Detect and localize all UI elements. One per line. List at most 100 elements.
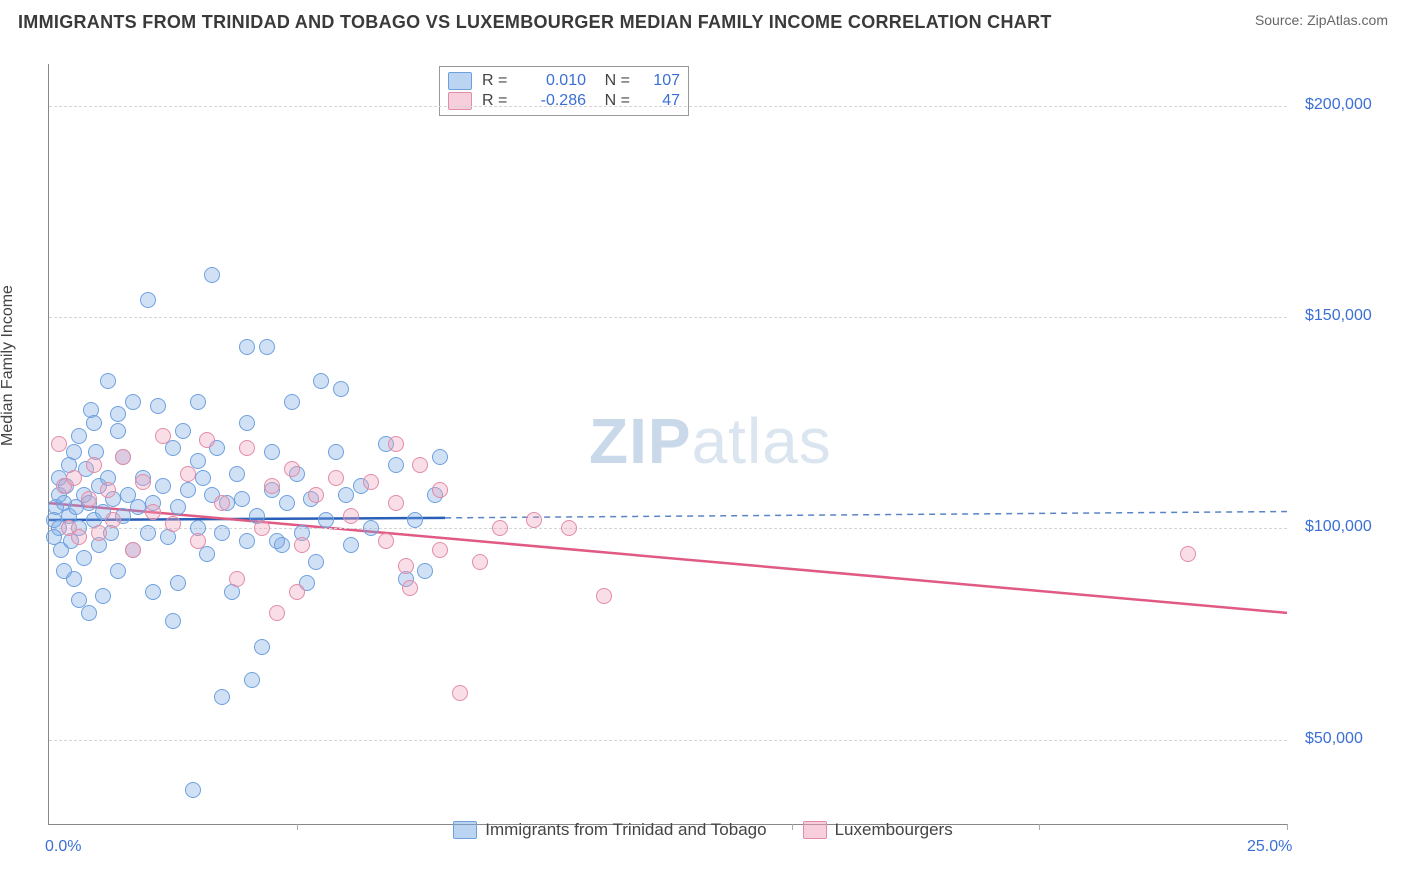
data-point	[239, 533, 255, 549]
data-point	[1180, 546, 1196, 562]
corr-r-value: 0.010	[522, 72, 586, 90]
data-point	[100, 373, 116, 389]
data-point	[402, 580, 418, 596]
corr-r-value: -0.286	[522, 92, 586, 110]
data-point	[180, 466, 196, 482]
data-point	[264, 444, 280, 460]
data-point	[472, 554, 488, 570]
data-point	[66, 571, 82, 587]
data-point	[71, 428, 87, 444]
data-point	[105, 512, 121, 528]
legend-swatch-blue	[453, 821, 477, 839]
data-point	[289, 584, 305, 600]
data-point	[199, 546, 215, 562]
data-point	[294, 537, 310, 553]
data-point	[378, 533, 394, 549]
data-point	[388, 457, 404, 473]
legend-label: Immigrants from Trinidad and Tobago	[485, 820, 766, 840]
data-point	[86, 415, 102, 431]
data-point	[284, 394, 300, 410]
data-point	[185, 782, 201, 798]
legend-item-trinidad: Immigrants from Trinidad and Tobago	[453, 820, 766, 840]
data-point	[115, 449, 131, 465]
data-point	[100, 482, 116, 498]
data-point	[279, 495, 295, 511]
data-point	[229, 466, 245, 482]
chart-container: Median Family Income ZIPatlas R =0.010N …	[0, 46, 1406, 846]
corr-n-value: 47	[640, 92, 680, 110]
data-point	[269, 533, 285, 549]
data-point	[204, 267, 220, 283]
data-point	[492, 520, 508, 536]
data-point	[110, 423, 126, 439]
data-point	[180, 482, 196, 498]
data-point	[145, 584, 161, 600]
data-point	[343, 537, 359, 553]
data-point	[328, 470, 344, 486]
data-point	[343, 508, 359, 524]
data-point	[51, 436, 67, 452]
data-point	[596, 588, 612, 604]
y-axis-label: Median Family Income	[0, 285, 17, 446]
data-point	[388, 495, 404, 511]
data-point	[398, 558, 414, 574]
data-point	[254, 520, 270, 536]
data-point	[313, 373, 329, 389]
data-point	[125, 542, 141, 558]
data-point	[318, 512, 334, 528]
data-point	[76, 550, 92, 566]
data-point	[239, 339, 255, 355]
data-point	[214, 525, 230, 541]
data-point	[229, 571, 245, 587]
data-point	[46, 529, 62, 545]
legend-swatch-pink	[803, 821, 827, 839]
data-point	[195, 470, 211, 486]
data-point	[412, 457, 428, 473]
data-point	[363, 520, 379, 536]
corr-r-label: R =	[482, 72, 512, 90]
correlation-row: R =-0.286N =47	[448, 91, 680, 111]
corr-n-value: 107	[640, 72, 680, 90]
y-tick-label: $150,000	[1305, 307, 1372, 325]
data-point	[165, 613, 181, 629]
chart-title: IMMIGRANTS FROM TRINIDAD AND TOBAGO VS L…	[18, 12, 1052, 33]
data-point	[388, 436, 404, 452]
legend-item-luxembourg: Luxembourgers	[803, 820, 953, 840]
plot-area: ZIPatlas R =0.010N =107R =-0.286N =47 $5…	[48, 64, 1287, 825]
data-point	[199, 432, 215, 448]
data-point	[155, 478, 171, 494]
data-point	[254, 639, 270, 655]
correlation-box: R =0.010N =107R =-0.286N =47	[439, 66, 689, 116]
data-point	[86, 457, 102, 473]
y-tick-label: $50,000	[1305, 730, 1363, 748]
data-point	[432, 542, 448, 558]
data-point	[175, 423, 191, 439]
data-point	[140, 525, 156, 541]
data-point	[259, 339, 275, 355]
data-point	[284, 461, 300, 477]
data-point	[452, 685, 468, 701]
data-point	[150, 398, 166, 414]
corr-swatch	[448, 92, 472, 110]
data-point	[110, 406, 126, 422]
data-point	[130, 499, 146, 515]
data-point	[432, 449, 448, 465]
y-tick-label: $100,000	[1305, 518, 1372, 536]
data-point	[264, 478, 280, 494]
data-point	[125, 394, 141, 410]
data-point	[214, 689, 230, 705]
corr-n-label: N =	[602, 92, 630, 110]
data-point	[155, 428, 171, 444]
data-point	[214, 495, 230, 511]
data-point	[561, 520, 577, 536]
data-point	[95, 588, 111, 604]
data-point	[338, 487, 354, 503]
data-point	[140, 292, 156, 308]
data-point	[308, 487, 324, 503]
data-point	[170, 499, 186, 515]
y-tick-label: $200,000	[1305, 96, 1372, 114]
legend-label: Luxembourgers	[835, 820, 953, 840]
data-point	[234, 491, 250, 507]
data-point	[239, 415, 255, 431]
corr-swatch	[448, 72, 472, 90]
